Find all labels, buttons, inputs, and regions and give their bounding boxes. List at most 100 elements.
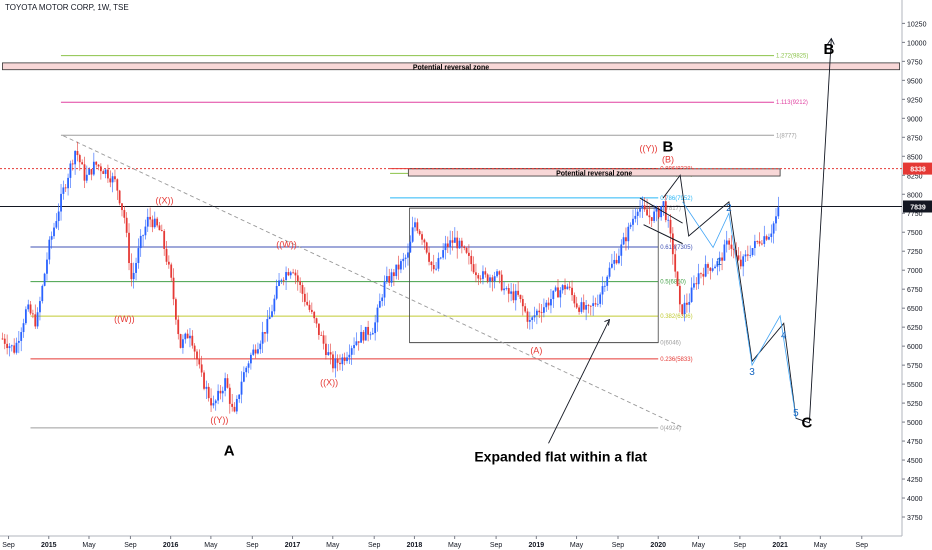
candle-body bbox=[374, 322, 377, 334]
wave-label: 2 bbox=[726, 203, 732, 214]
candle-body bbox=[74, 151, 77, 165]
x-tick-label: 2017 bbox=[285, 542, 301, 549]
y-tick-label: 4500 bbox=[907, 458, 923, 465]
candle-body bbox=[709, 267, 712, 271]
fib-level-label: 1(8777) bbox=[776, 133, 797, 139]
fib-level-label: 0.5(6850) bbox=[660, 280, 686, 286]
candle-body bbox=[721, 257, 723, 261]
candle-body bbox=[510, 291, 513, 294]
candle-body bbox=[132, 272, 135, 280]
candle-body bbox=[109, 178, 112, 183]
candle-body bbox=[6, 343, 9, 349]
x-tick-label: 2018 bbox=[407, 542, 423, 549]
candle-body bbox=[259, 343, 262, 350]
candle-body bbox=[111, 176, 114, 183]
candle-body bbox=[620, 244, 623, 256]
candle-body bbox=[711, 268, 714, 271]
candle-body bbox=[648, 215, 651, 218]
candle-body bbox=[36, 312, 39, 327]
candle-body bbox=[15, 342, 18, 353]
candle-body bbox=[92, 161, 95, 175]
y-tick-label: 6750 bbox=[907, 287, 923, 294]
candle-body bbox=[348, 354, 351, 358]
candle-body bbox=[233, 406, 236, 412]
x-tick-label: Sep bbox=[490, 542, 503, 549]
candle-body bbox=[376, 307, 379, 323]
candle-body bbox=[552, 290, 555, 300]
candle-body bbox=[446, 243, 449, 247]
candle-body bbox=[615, 259, 618, 264]
candle-body bbox=[383, 281, 386, 298]
candle-body bbox=[751, 248, 754, 256]
candle-body bbox=[608, 267, 611, 277]
candle-body bbox=[29, 304, 32, 314]
candle-body bbox=[650, 217, 653, 221]
x-tick-label: Sep bbox=[734, 542, 747, 549]
candle-body bbox=[313, 311, 316, 319]
candle-body bbox=[97, 164, 100, 167]
candle-body bbox=[697, 273, 700, 285]
candle-body bbox=[484, 271, 487, 275]
candle-body bbox=[681, 304, 684, 315]
candle-body bbox=[149, 216, 152, 220]
candle-body bbox=[543, 307, 545, 313]
candle-body bbox=[625, 237, 627, 242]
y-tick-label: 8750 bbox=[907, 135, 923, 142]
candle-body bbox=[346, 357, 348, 362]
x-tick-label: May bbox=[326, 542, 340, 549]
candle-body bbox=[242, 372, 245, 382]
candle-body bbox=[177, 319, 180, 335]
candle-body bbox=[582, 302, 585, 310]
candle-body bbox=[275, 286, 278, 299]
candle-body bbox=[292, 272, 295, 274]
candle-body bbox=[296, 275, 299, 282]
candle-body bbox=[683, 302, 686, 315]
wave-label: 3 bbox=[749, 367, 755, 378]
candle-body bbox=[322, 335, 325, 344]
candle-body bbox=[88, 169, 91, 175]
candle-body bbox=[261, 332, 264, 344]
candle-body bbox=[667, 219, 670, 221]
candle-body bbox=[618, 255, 620, 264]
candle-body bbox=[655, 208, 658, 212]
wave-label: ((X)) bbox=[320, 378, 338, 388]
candle-body bbox=[561, 285, 564, 291]
candle-body bbox=[95, 161, 98, 165]
current-price-badge-label: 7839 bbox=[910, 204, 926, 211]
candle-body bbox=[10, 345, 13, 347]
candle-body bbox=[662, 201, 665, 207]
x-tick-label: Sep bbox=[124, 542, 137, 549]
candle-body bbox=[53, 227, 55, 237]
wave-label: B bbox=[663, 139, 674, 156]
candle-body bbox=[568, 286, 571, 288]
candle-body bbox=[114, 176, 116, 180]
candle-body bbox=[589, 305, 592, 307]
candle-body bbox=[388, 276, 391, 283]
candle-body bbox=[99, 166, 102, 172]
candle-body bbox=[121, 203, 123, 211]
candle-body bbox=[758, 241, 761, 244]
wave-label: B bbox=[823, 41, 834, 58]
fib-level-label: 1.272(9825) bbox=[776, 54, 808, 60]
candle-body bbox=[414, 222, 416, 228]
candle-body bbox=[224, 378, 227, 391]
wave-label: C bbox=[802, 414, 813, 431]
candle-body bbox=[765, 236, 768, 240]
candle-body bbox=[531, 317, 534, 321]
candle-body bbox=[512, 291, 515, 301]
candle-body bbox=[538, 310, 541, 313]
impulse-sketch bbox=[682, 201, 797, 419]
y-tick-label: 9500 bbox=[907, 78, 923, 85]
candle-body bbox=[519, 294, 522, 300]
candle-body bbox=[264, 332, 266, 334]
x-tick-label: Sep bbox=[856, 542, 869, 549]
candle-body bbox=[514, 290, 517, 301]
candle-body bbox=[217, 390, 219, 401]
candle-body bbox=[378, 301, 381, 308]
x-tick-label: 2021 bbox=[772, 542, 788, 549]
candle-body bbox=[718, 257, 721, 262]
y-tick-label: 7750 bbox=[907, 211, 923, 218]
candle-body bbox=[41, 285, 44, 302]
y-tick-label: 5750 bbox=[907, 363, 923, 370]
